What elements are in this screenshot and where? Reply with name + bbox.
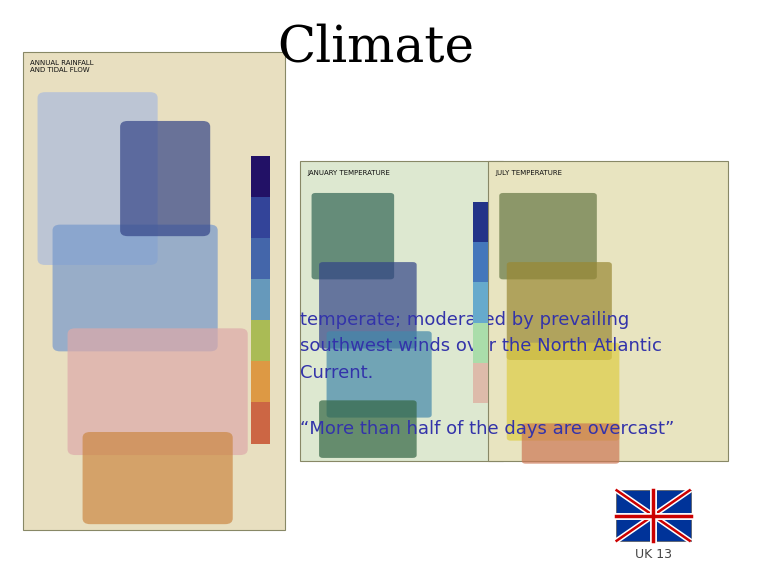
Bar <box>251 196 270 238</box>
FancyBboxPatch shape <box>319 262 417 348</box>
Bar <box>473 282 488 323</box>
Bar <box>251 238 270 279</box>
Bar <box>616 490 690 541</box>
Bar <box>22 52 285 530</box>
Bar <box>251 156 270 196</box>
FancyBboxPatch shape <box>507 262 612 360</box>
Text: ANNUAL RAINFALL
AND TIDAL FLOW: ANNUAL RAINFALL AND TIDAL FLOW <box>30 60 94 74</box>
Bar <box>251 279 270 320</box>
FancyBboxPatch shape <box>319 400 417 458</box>
Text: UK 13: UK 13 <box>634 548 672 562</box>
Bar <box>251 361 270 403</box>
FancyBboxPatch shape <box>83 432 233 524</box>
Bar <box>473 323 488 363</box>
Text: Climate: Climate <box>276 23 474 73</box>
FancyBboxPatch shape <box>507 343 619 441</box>
Text: JANUARY TEMPERATURE: JANUARY TEMPERATURE <box>308 170 391 176</box>
FancyBboxPatch shape <box>326 331 432 418</box>
Bar <box>473 363 488 403</box>
FancyBboxPatch shape <box>120 121 210 236</box>
Bar <box>473 202 488 242</box>
Text: JULY TEMPERATURE: JULY TEMPERATURE <box>495 170 562 176</box>
Text: temperate; moderated by prevailing
southwest winds over the North Atlantic
Curre: temperate; moderated by prevailing south… <box>300 311 662 382</box>
FancyBboxPatch shape <box>68 328 248 455</box>
FancyBboxPatch shape <box>312 193 394 279</box>
FancyBboxPatch shape <box>521 423 619 464</box>
Bar <box>251 320 270 361</box>
Bar <box>488 161 728 461</box>
FancyBboxPatch shape <box>38 92 157 265</box>
Bar <box>300 161 503 461</box>
FancyBboxPatch shape <box>499 193 597 279</box>
FancyBboxPatch shape <box>52 225 217 351</box>
Text: “More than half of the days are overcast”: “More than half of the days are overcast… <box>300 420 674 438</box>
Bar <box>251 403 270 444</box>
Bar <box>473 242 488 282</box>
